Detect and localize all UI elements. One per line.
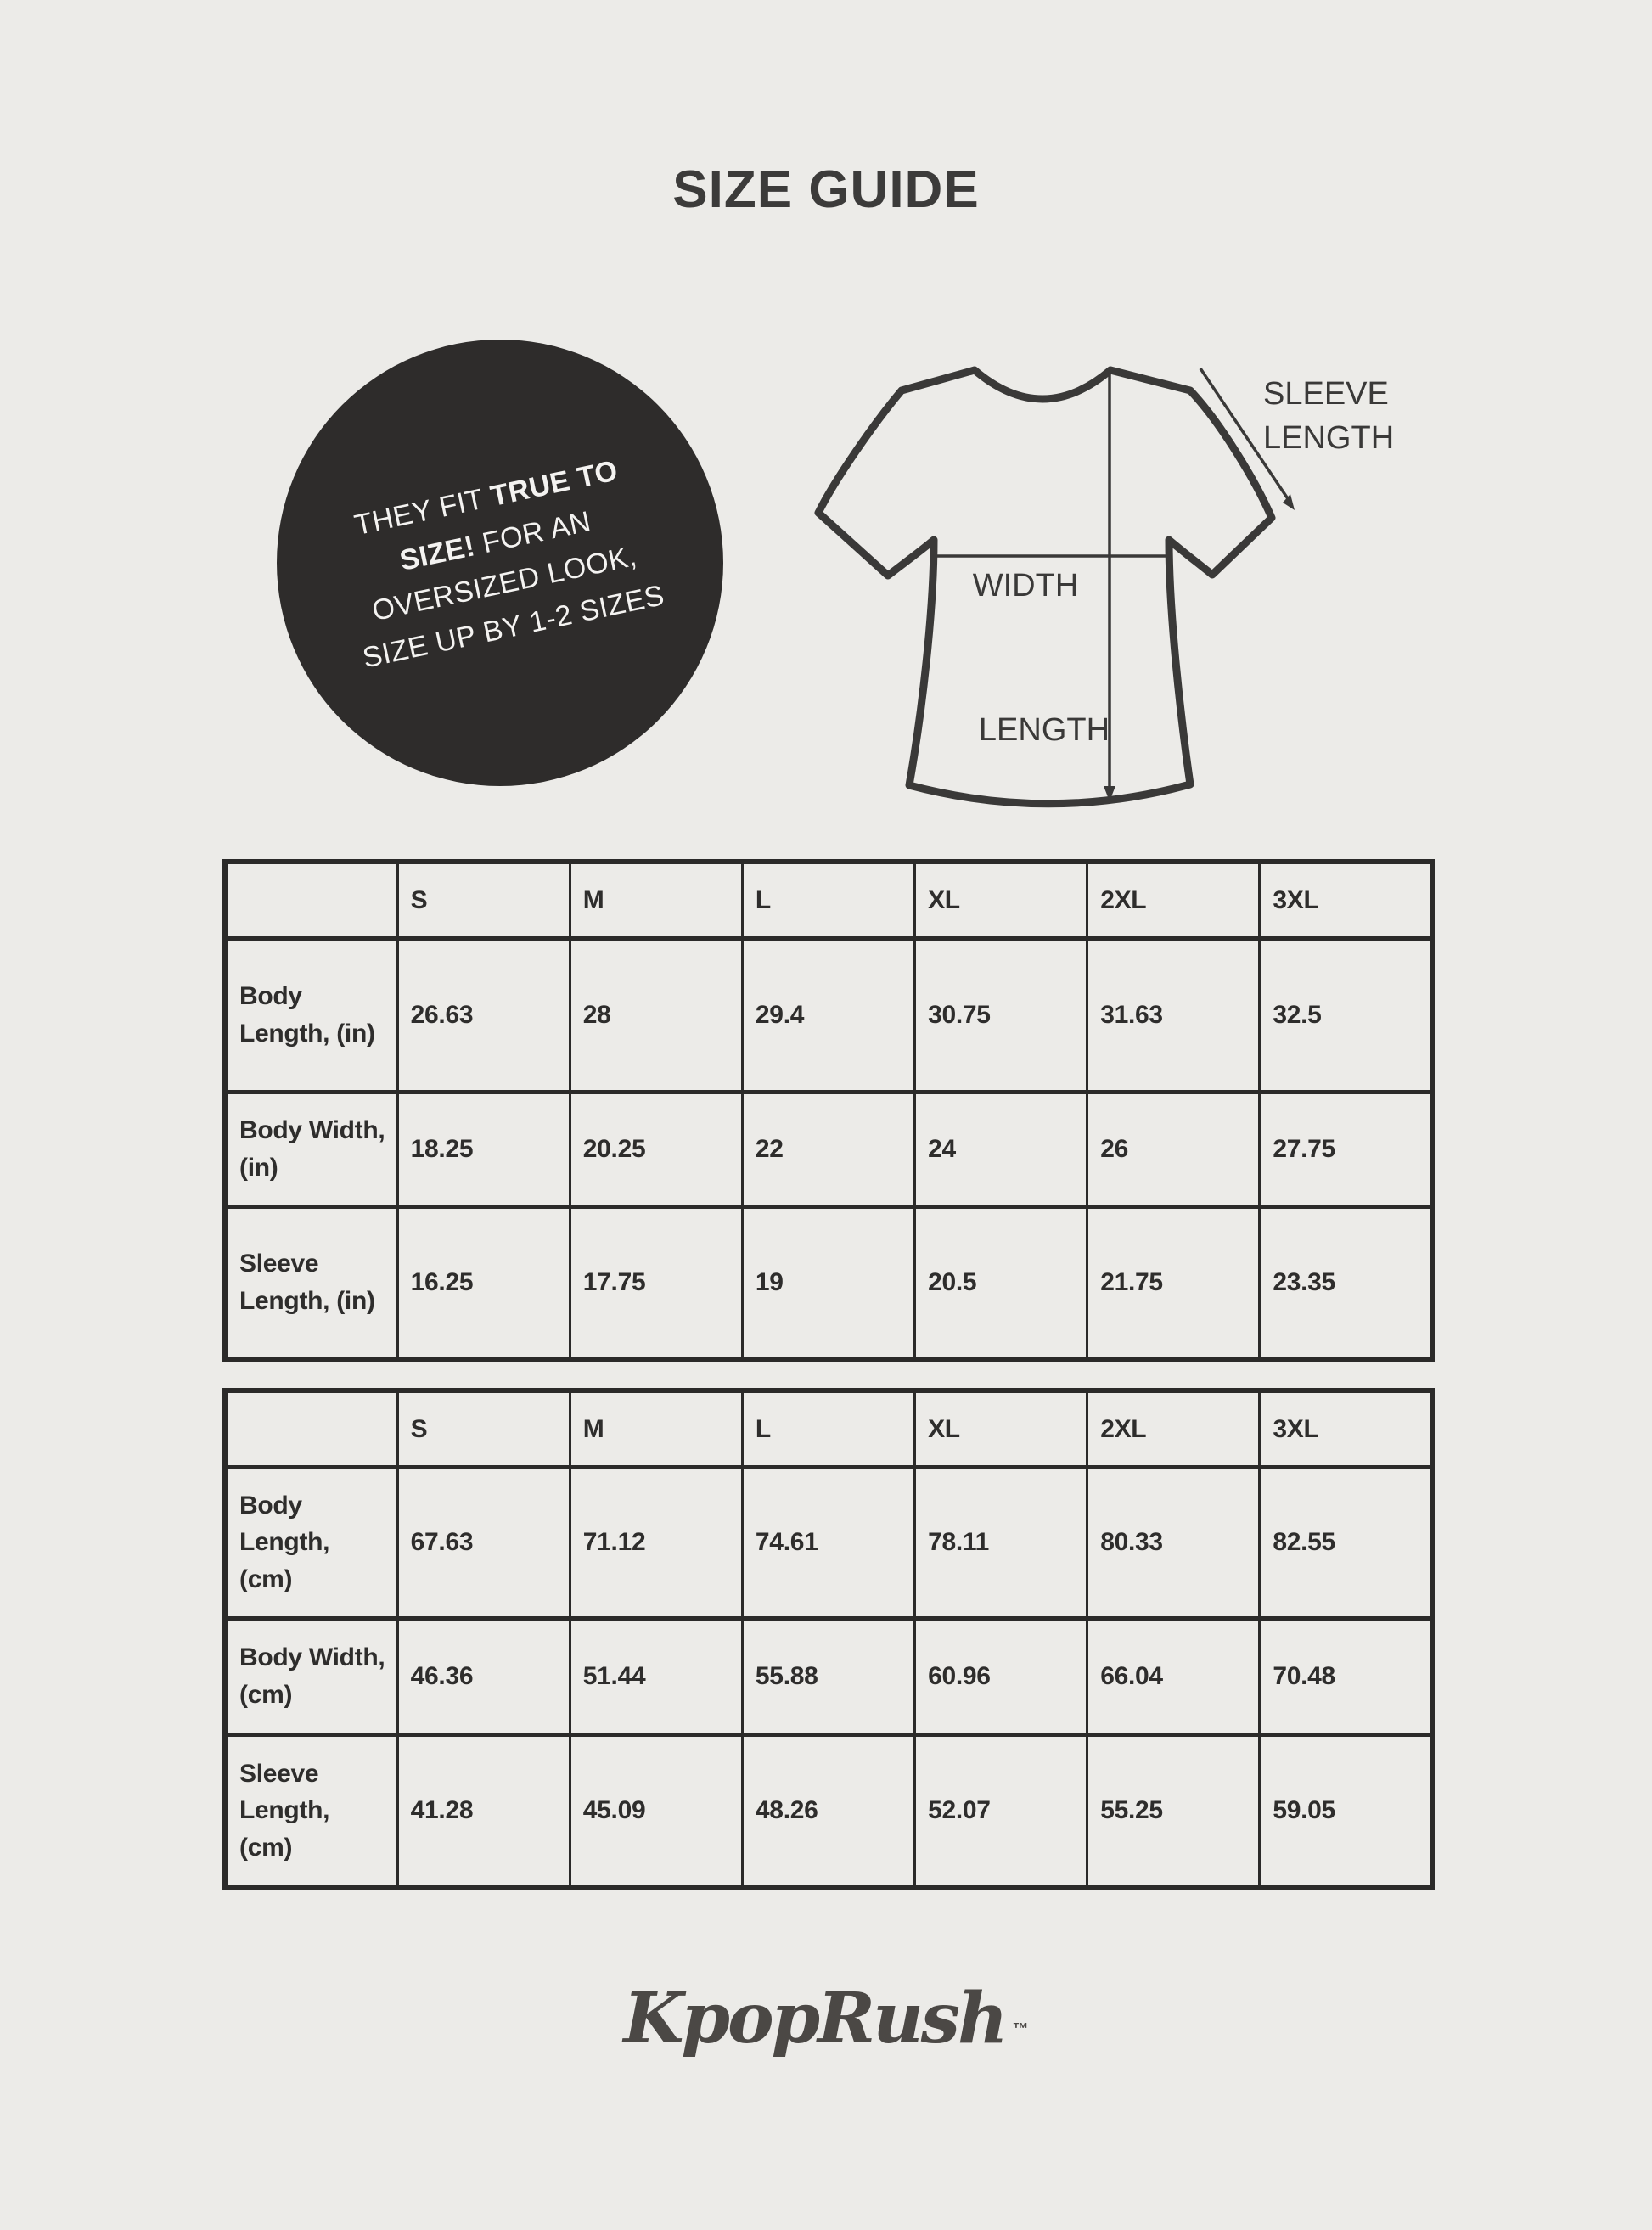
table-row: Body Length, (cm) 67.63 71.12 74.61 78.1… bbox=[223, 1464, 1434, 1621]
sleeve-arrowhead-icon bbox=[1283, 494, 1295, 510]
size-value-cell: 45.09 bbox=[568, 1732, 744, 1890]
row-label-body-width-in: Body Width, (in) bbox=[223, 1089, 399, 1209]
sleeve-measure-line bbox=[1199, 368, 1292, 503]
row-label-sleeve-length-cm: Sleeve Length, (cm) bbox=[223, 1732, 399, 1890]
table-header-row: S M L XL 2XL 3XL bbox=[223, 859, 1434, 941]
size-value-cell: 30.75 bbox=[913, 935, 1089, 1094]
size-value-cell: 20.25 bbox=[568, 1089, 744, 1209]
size-value-cell: 52.07 bbox=[913, 1732, 1089, 1890]
column-header-3xl: 3XL bbox=[1258, 859, 1434, 941]
row-label-line: Body Width, bbox=[239, 1116, 385, 1144]
sleeve-length-label-line1: SLEEVE bbox=[1263, 376, 1389, 412]
row-label-line: Length, bbox=[239, 1528, 330, 1557]
size-value-cell: 26 bbox=[1086, 1089, 1261, 1209]
size-value-cell: 71.12 bbox=[568, 1464, 744, 1621]
column-header-3xl: 3XL bbox=[1258, 1388, 1434, 1469]
size-table-inches: S M L XL 2XL 3XL Body Length, (in) 26.63… bbox=[222, 859, 1435, 1362]
row-label-line: Body bbox=[239, 1491, 302, 1519]
size-value-cell: 74.61 bbox=[740, 1464, 917, 1621]
row-label-line: Sleeve bbox=[239, 1250, 319, 1278]
column-header-2xl: 2XL bbox=[1086, 859, 1261, 941]
table-row: Body Width, (in) 18.25 20.25 22 24 26 27… bbox=[223, 1089, 1434, 1209]
size-value-cell: 48.26 bbox=[740, 1732, 917, 1890]
size-value-cell: 20.5 bbox=[913, 1204, 1089, 1362]
row-label-line: (cm) bbox=[239, 1680, 293, 1709]
table-row: Body Length, (in) 26.63 28 29.4 30.75 31… bbox=[223, 935, 1434, 1094]
fit-note-text: THEY FIT TRUE TO SIZE! FOR AN OVERSIZED … bbox=[287, 435, 714, 690]
size-value-cell: 19 bbox=[740, 1204, 917, 1362]
row-label-line: (in) bbox=[239, 1153, 278, 1182]
row-label-body-length-in: Body Length, (in) bbox=[223, 935, 399, 1094]
table-row: Sleeve Length, (in) 16.25 17.75 19 20.5 … bbox=[223, 1204, 1434, 1362]
size-value-cell: 29.4 bbox=[740, 935, 917, 1094]
fit-note-badge: THEY FIT TRUE TO SIZE! FOR AN OVERSIZED … bbox=[277, 340, 723, 786]
row-label-line: Length, (in) bbox=[239, 1019, 375, 1048]
size-value-cell: 67.63 bbox=[396, 1464, 571, 1621]
size-value-cell: 82.55 bbox=[1258, 1464, 1434, 1621]
table-row: Sleeve Length, (cm) 41.28 45.09 48.26 52… bbox=[223, 1732, 1434, 1890]
size-value-cell: 41.28 bbox=[396, 1732, 571, 1890]
size-value-cell: 60.96 bbox=[913, 1615, 1089, 1737]
row-label-line: (cm) bbox=[239, 1564, 293, 1593]
sleeve-length-label-line2: LENGTH bbox=[1263, 420, 1394, 456]
size-value-cell: 55.88 bbox=[740, 1615, 917, 1737]
size-value-cell: 24 bbox=[913, 1089, 1089, 1209]
size-value-cell: 31.63 bbox=[1086, 935, 1261, 1094]
table-header-row: S M L XL 2XL 3XL bbox=[223, 1388, 1434, 1469]
size-value-cell: 18.25 bbox=[396, 1089, 571, 1209]
size-value-cell: 78.11 bbox=[913, 1464, 1089, 1621]
row-label-line: Length, bbox=[239, 1796, 330, 1824]
column-header-xl: XL bbox=[913, 859, 1089, 941]
column-header-s: S bbox=[396, 1388, 571, 1469]
column-header-blank bbox=[223, 859, 399, 941]
tshirt-outline-graphic bbox=[814, 366, 1276, 808]
column-header-m: M bbox=[568, 1388, 744, 1469]
row-label-line: Body bbox=[239, 982, 302, 1010]
column-header-blank bbox=[223, 1388, 399, 1469]
row-label-body-width-cm: Body Width, (cm) bbox=[223, 1615, 399, 1737]
row-label-line: Length, (in) bbox=[239, 1286, 375, 1315]
page-title: SIZE GUIDE bbox=[672, 160, 980, 219]
size-value-cell: 21.75 bbox=[1086, 1204, 1261, 1362]
column-header-l: L bbox=[740, 859, 917, 941]
size-value-cell: 28 bbox=[568, 935, 744, 1094]
size-value-cell: 32.5 bbox=[1258, 935, 1434, 1094]
row-label-line: Sleeve bbox=[239, 1759, 319, 1788]
column-header-2xl: 2XL bbox=[1086, 1388, 1261, 1469]
trademark-symbol: ™ bbox=[1012, 2020, 1029, 2038]
column-header-l: L bbox=[740, 1388, 917, 1469]
size-value-cell: 22 bbox=[740, 1089, 917, 1209]
row-label-body-length-cm: Body Length, (cm) bbox=[223, 1464, 399, 1621]
fit-note-line2-bold: SIZE! bbox=[396, 529, 478, 577]
size-value-cell: 23.35 bbox=[1258, 1204, 1434, 1362]
size-value-cell: 66.04 bbox=[1086, 1615, 1261, 1737]
size-value-cell: 16.25 bbox=[396, 1204, 571, 1362]
size-value-cell: 59.05 bbox=[1258, 1732, 1434, 1890]
length-arrowhead-icon bbox=[1104, 786, 1115, 801]
column-header-xl: XL bbox=[913, 1388, 1089, 1469]
size-value-cell: 70.48 bbox=[1258, 1615, 1434, 1737]
row-label-sleeve-length-in: Sleeve Length, (in) bbox=[223, 1204, 399, 1362]
row-label-line: Body Width, bbox=[239, 1643, 385, 1671]
size-value-cell: 26.63 bbox=[396, 935, 571, 1094]
size-value-cell: 46.36 bbox=[396, 1615, 571, 1737]
size-table-centimeters: S M L XL 2XL 3XL Body Length, (cm) 67.63… bbox=[222, 1388, 1435, 1890]
table-row: Body Width, (cm) 46.36 51.44 55.88 60.96… bbox=[223, 1615, 1434, 1737]
column-header-m: M bbox=[568, 859, 744, 941]
brand-logo-text: KpopRush bbox=[623, 1978, 1008, 2059]
size-value-cell: 51.44 bbox=[568, 1615, 744, 1737]
size-value-cell: 17.75 bbox=[568, 1204, 744, 1362]
tshirt-measurement-diagram: SLEEVE LENGTH WIDTH LENGTH bbox=[814, 366, 1394, 808]
column-header-s: S bbox=[396, 859, 571, 941]
size-value-cell: 55.25 bbox=[1086, 1732, 1261, 1890]
row-label-line: (cm) bbox=[239, 1833, 293, 1862]
size-value-cell: 80.33 bbox=[1086, 1464, 1261, 1621]
brand-logo: KpopRush ™ bbox=[0, 1978, 1652, 2059]
size-value-cell: 27.75 bbox=[1258, 1089, 1434, 1209]
length-label: LENGTH bbox=[979, 712, 1110, 748]
width-label: WIDTH bbox=[973, 568, 1079, 604]
fit-note-line1-bold: TRUE TO bbox=[487, 453, 621, 513]
